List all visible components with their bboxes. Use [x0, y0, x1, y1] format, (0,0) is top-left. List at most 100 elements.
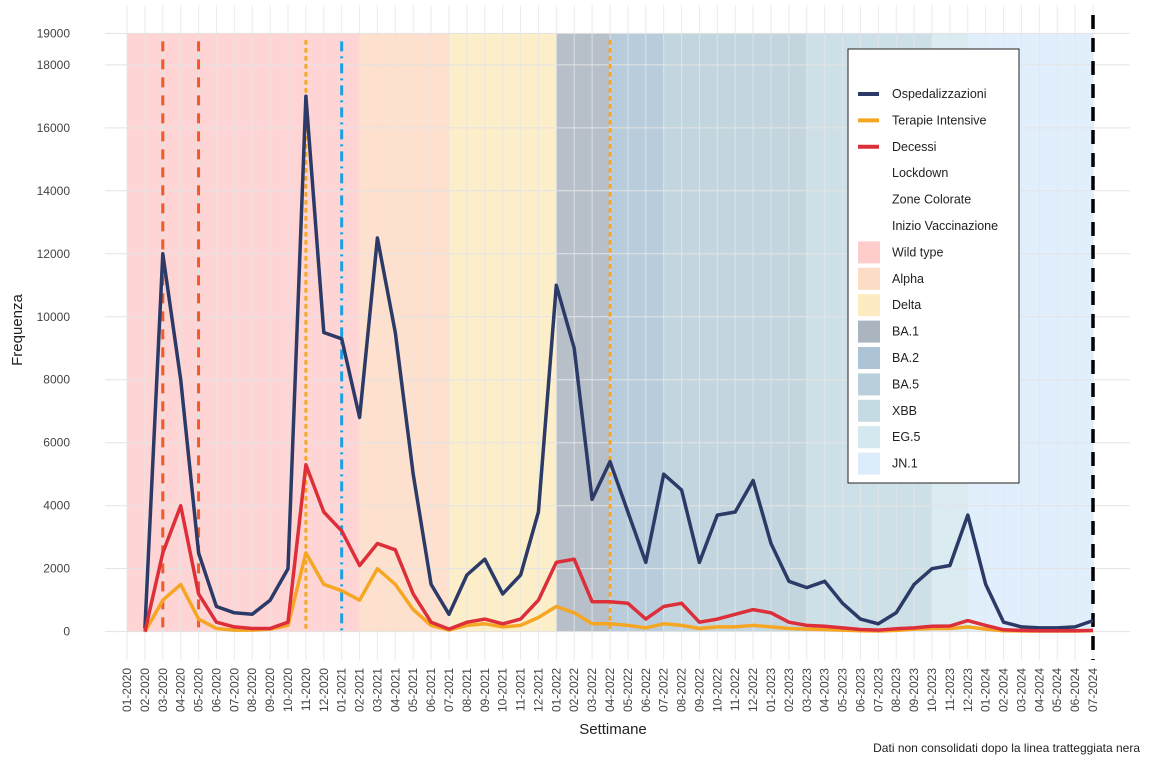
- legend-label: Inizio Vaccinazione: [892, 219, 998, 233]
- x-tick-label: 04-2023: [818, 668, 832, 712]
- y-tick-label: 16000: [37, 121, 71, 135]
- x-tick-label: 05-2021: [406, 668, 420, 712]
- x-tick-label: 10-2020: [281, 668, 295, 712]
- x-tick-label: 04-2020: [174, 668, 188, 712]
- x-tick-label: 06-2023: [853, 668, 867, 712]
- x-tick-label: 10-2023: [925, 668, 939, 712]
- x-tick-label: 03-2023: [800, 668, 814, 712]
- x-tick-label: 05-2020: [192, 668, 206, 712]
- x-tick-label: 11-2021: [514, 668, 528, 711]
- y-tick-label: 14000: [37, 184, 71, 198]
- x-axis-label: Settimane: [579, 721, 647, 738]
- series-line: [143, 94, 1094, 630]
- variant-band: [556, 33, 610, 632]
- legend-label: Decessi: [892, 140, 936, 154]
- x-tick-label: 08-2022: [675, 668, 689, 712]
- legend: Ospedalizzazioni Terapie Intensive Decessi…: [858, 87, 998, 475]
- y-tick-label: 0: [63, 625, 70, 639]
- x-tick-label: 02-2020: [138, 668, 152, 712]
- x-tick-label: 04-2024: [1032, 668, 1046, 712]
- x-tick-label: 06-2024: [1068, 668, 1082, 712]
- series-line: [143, 551, 1094, 633]
- x-tick-label: 12-2022: [746, 668, 760, 712]
- legend-label: XBB: [892, 404, 917, 418]
- x-tick-label: 06-2021: [424, 668, 438, 712]
- x-tick-label: 04-2022: [603, 668, 617, 712]
- note: Dati non consolidati dopo la linea tratt…: [873, 741, 1140, 755]
- axes: 0 2000 4000 6000 8000 10000 12000 14000 16000 180…: [37, 26, 1100, 712]
- y-tick-label: 2000: [43, 562, 70, 576]
- legend-label: Lockdown: [892, 166, 948, 180]
- x-tick-label: 02-2024: [997, 668, 1011, 712]
- legend-label: Alpha: [892, 272, 924, 286]
- series-line: [143, 463, 1094, 633]
- legend-label: BA.1: [892, 325, 919, 339]
- x-tick-label: 11-2022: [728, 668, 742, 711]
- legend-label: Terapie Intensive: [892, 113, 987, 127]
- legend-key: [858, 426, 880, 449]
- x-tick-label: 08-2023: [889, 668, 903, 712]
- y-tick-label: 10000: [37, 310, 71, 324]
- x-tick-label: 03-2022: [585, 668, 599, 712]
- y-tick-label: 4000: [43, 499, 70, 513]
- x-tick-label: 01-2024: [979, 668, 993, 712]
- legend-key: [858, 267, 880, 290]
- legend-label: EG.5: [892, 430, 921, 444]
- x-tick-label: 05-2022: [621, 668, 635, 712]
- x-tick-label: 01-2021: [335, 668, 349, 712]
- x-tick-label: 09-2023: [907, 668, 921, 712]
- x-tick-label: 07-2020: [227, 668, 241, 712]
- legend-label: BA.2: [892, 351, 919, 365]
- x-tick-label: 08-2021: [460, 668, 474, 712]
- x-tick-label: 12-2023: [961, 668, 975, 712]
- legend-key: [858, 399, 880, 422]
- x-tick-label: 11-2020: [299, 668, 313, 711]
- y-tick-label: 19000: [37, 26, 71, 40]
- legend-label: Wild type: [892, 245, 943, 259]
- legend-key: [858, 347, 880, 369]
- y-tick-label: 18000: [37, 58, 71, 72]
- legend-key: [858, 373, 880, 396]
- legend-label: BA.5: [892, 377, 919, 391]
- x-tick-label: 05-2023: [836, 668, 850, 712]
- x-tick-label: 05-2024: [1050, 668, 1064, 712]
- x-tick-label: 06-2020: [209, 668, 223, 712]
- x-tick-label: 01-2022: [549, 668, 563, 712]
- x-tick-label: 07-2023: [871, 668, 885, 712]
- legend-label: Delta: [892, 298, 921, 312]
- variant-band: [359, 33, 449, 632]
- legend-label: Ospedalizzazioni: [892, 87, 987, 101]
- x-tick-label: 03-2024: [1014, 668, 1028, 712]
- x-tick-label: 03-2020: [156, 668, 170, 712]
- x-tick-label: 11-2023: [943, 668, 957, 711]
- x-tick-label: 03-2021: [370, 668, 384, 712]
- x-tick-label: 09-2022: [692, 668, 706, 712]
- legend-key: [858, 241, 880, 264]
- y-tick-label: 6000: [43, 436, 70, 450]
- x-tick-label: 12-2020: [317, 668, 331, 712]
- legend-key: [858, 320, 880, 343]
- legend-key: [858, 294, 880, 317]
- variant-band: [127, 33, 360, 632]
- x-tick-label: 02-2023: [782, 668, 796, 712]
- x-tick-label: 12-2021: [531, 668, 545, 712]
- x-tick-label: 07-2022: [657, 668, 671, 712]
- lines: [143, 15, 1095, 660]
- x-tick-label: 02-2022: [567, 668, 581, 712]
- y-tick-label: 12000: [37, 247, 71, 261]
- legend-key: [858, 452, 880, 475]
- x-tick-label: 07-2024: [1086, 668, 1100, 712]
- x-tick-label: 06-2022: [639, 668, 653, 712]
- x-tick-label: 08-2020: [245, 668, 259, 712]
- y-axis-label: Frequenza: [9, 293, 26, 365]
- legend-label: Zone Colorate: [892, 193, 971, 207]
- x-tick-label: 10-2021: [496, 668, 510, 712]
- x-tick-label: 09-2021: [478, 668, 492, 712]
- y-tick-label: 8000: [43, 373, 70, 387]
- x-tick-label: 01-2020: [120, 668, 134, 712]
- x-tick-label: 07-2021: [442, 668, 456, 712]
- x-tick-label: 10-2022: [710, 668, 724, 712]
- x-tick-label: 01-2023: [764, 668, 778, 712]
